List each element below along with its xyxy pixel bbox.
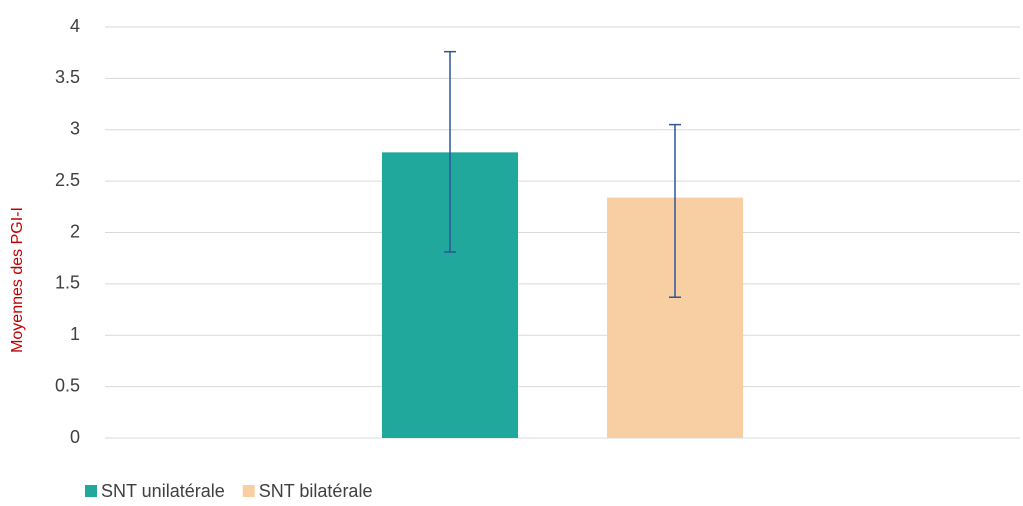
y-tick-label: 0	[70, 427, 80, 447]
y-tick-label: 4	[70, 16, 80, 36]
y-tick-label: 2	[70, 221, 80, 241]
y-axis-label: Moyennes des PGI-I	[9, 207, 26, 353]
legend-swatch	[85, 485, 97, 497]
y-tick-label: 3.5	[55, 67, 80, 87]
legend-label: SNT bilatérale	[259, 481, 373, 501]
y-tick-label: 3	[70, 119, 80, 139]
legend-label: SNT unilatérale	[101, 481, 225, 501]
y-tick-label: 1	[70, 324, 80, 344]
y-tick-label: 0.5	[55, 375, 80, 395]
y-tick-label: 1.5	[55, 273, 80, 293]
y-tick-label: 2.5	[55, 170, 80, 190]
legend-swatch	[242, 485, 255, 497]
